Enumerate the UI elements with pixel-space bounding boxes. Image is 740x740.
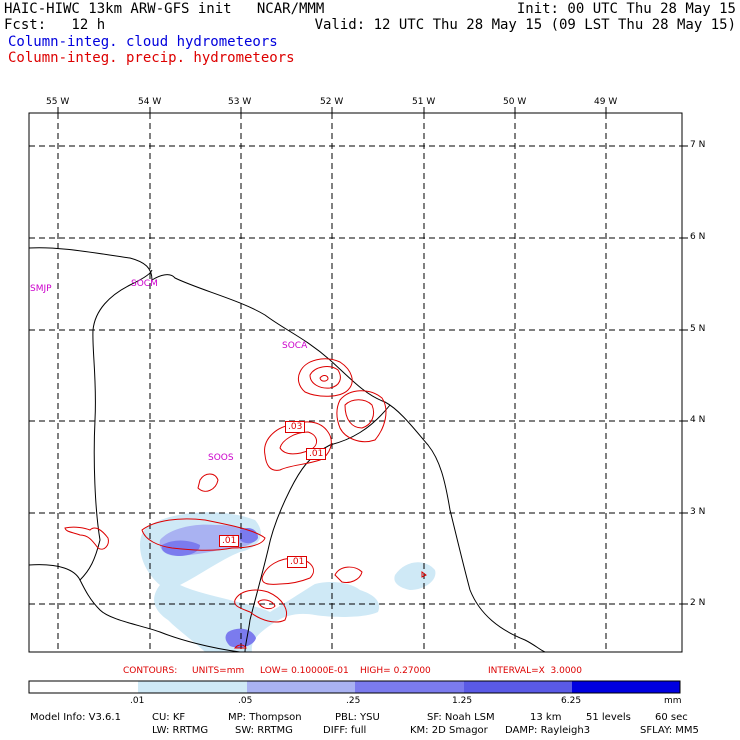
init-time: Init: 00 UTC Thu 28 May 15	[516, 1, 736, 17]
colorbar-unit: mm	[664, 696, 682, 706]
contour-label: .01	[287, 556, 308, 568]
station-label: SOOS	[208, 453, 234, 463]
contour-interval: INTERVAL=X 3.0000	[488, 666, 583, 676]
model-info: DAMP: Rayleigh3	[505, 725, 591, 736]
model-info: DIFF: full	[323, 725, 367, 736]
contour-high: HIGH= 0.27000	[360, 666, 431, 676]
model-info: SF: Noah LSM	[427, 712, 495, 723]
run-title: HAIC-HIWC 13km ARW-GFS init NCAR/MMM	[4, 1, 325, 17]
station-label: SOCA	[282, 341, 308, 351]
model-info: LW: RRTMG	[152, 725, 209, 736]
colorbar-tick: 1.25	[452, 696, 473, 706]
lon-label: 54 W	[138, 97, 162, 107]
contour-units: UNITS=mm	[192, 666, 245, 676]
lon-label: 55 W	[46, 97, 70, 107]
colorbar-tick: .01	[130, 696, 145, 706]
axis-ticks	[57, 107, 688, 605]
station-label: SOCM	[131, 279, 158, 289]
model-info: SFLAY: MM5	[640, 725, 699, 736]
model-info: SW: RRTMG	[235, 725, 293, 736]
model-info: 60 sec	[655, 712, 688, 723]
colorbar	[28, 680, 681, 694]
lat-label: 3 N	[690, 507, 706, 517]
colorbar-tick: .05	[238, 696, 253, 706]
model-info: MP: Thompson	[228, 712, 302, 723]
contour-label: .01	[306, 448, 327, 460]
coastline	[28, 247, 546, 653]
lon-label: 53 W	[228, 97, 252, 107]
lon-label: 52 W	[320, 97, 344, 107]
colorbar-tick: .25	[346, 696, 361, 706]
lat-label: 6 N	[690, 232, 706, 242]
lat-label: 4 N	[690, 415, 706, 425]
lon-label: 51 W	[412, 97, 436, 107]
precip-field-title: Column-integ. precip. hydrometeors	[8, 50, 295, 66]
precip-contours	[64, 358, 427, 649]
valid-time: Valid: 12 UTC Thu 28 May 15 (09 LST Thu …	[314, 17, 736, 33]
model-info: KM: 2D Smagor	[410, 725, 488, 736]
lat-lon-grid	[29, 113, 682, 652]
contour-label: .03	[285, 421, 306, 433]
contour-label: .01	[219, 535, 240, 547]
forecast-hour: Fcst: 12 h	[4, 17, 106, 33]
model-info: CU: KF	[152, 712, 186, 723]
cloud-field-title: Column-integ. cloud hydrometeors	[8, 34, 278, 50]
lat-label: 7 N	[690, 140, 706, 150]
station-label: SMJP	[30, 284, 52, 294]
contour-low: LOW= 0.10000E-01	[260, 666, 349, 676]
model-info: Model Info: V3.6.1	[30, 712, 121, 723]
lon-label: 49 W	[594, 97, 618, 107]
map-frame	[28, 112, 683, 653]
cloud-shading	[140, 512, 436, 652]
lon-label: 50 W	[503, 97, 527, 107]
model-info: 51 levels	[586, 712, 631, 723]
model-info: PBL: YSU	[335, 712, 380, 723]
contour-info-title: CONTOURS:	[123, 666, 178, 676]
model-info: 13 km	[530, 712, 562, 723]
lat-label: 2 N	[690, 598, 706, 608]
lat-label: 5 N	[690, 324, 706, 334]
colorbar-tick: 6.25	[561, 696, 582, 706]
